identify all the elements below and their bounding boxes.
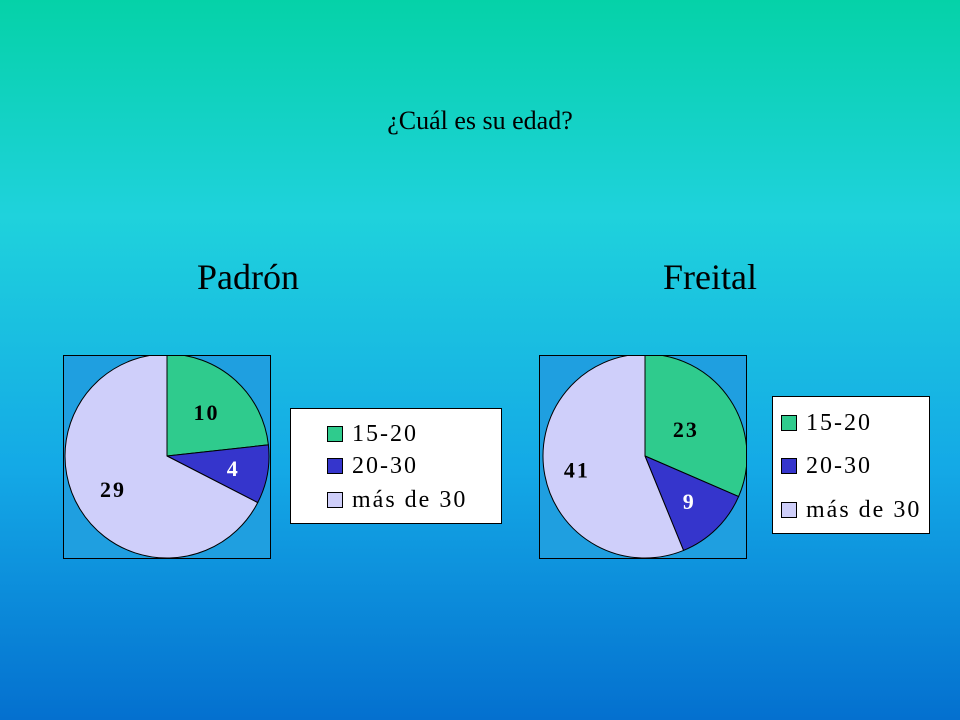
- pie-slice-20-30: [644, 455, 740, 552]
- legend-label: 15-20: [806, 409, 872, 436]
- pie-chart-freital: 23 9 41: [539, 355, 747, 559]
- legend-swatch-mas-de-30: [781, 502, 797, 518]
- legend-swatch-15-20: [781, 415, 797, 431]
- chart-title-padron: Padrón: [197, 257, 299, 297]
- legend-padron: 15-20 20-30 más de 30: [290, 408, 502, 524]
- legend-swatch-15-20: [327, 426, 343, 442]
- chart-title-freital: Freital: [663, 257, 757, 297]
- page-title: ¿Cuál es su edad?: [387, 106, 573, 135]
- legend-item-mas-de-30: más de 30: [781, 495, 921, 525]
- legend-swatch-20-30: [327, 458, 343, 474]
- pie-slice-más-de-30: [64, 356, 259, 558]
- legend-label: 15-20: [352, 420, 418, 447]
- legend-swatch-mas-de-30: [327, 492, 343, 508]
- legend-item-20-30: 20-30: [781, 451, 872, 481]
- legend-label: 20-30: [806, 452, 872, 479]
- legend-item-15-20: 15-20: [781, 408, 872, 438]
- legend-freital: 15-20 20-30 más de 30: [772, 396, 930, 534]
- legend-swatch-20-30: [781, 458, 797, 474]
- legend-label: 20-30: [352, 452, 418, 479]
- pie-slice-más-de-30: [542, 356, 685, 558]
- pie-data-label: 9: [683, 489, 696, 514]
- pie-data-label: 10: [193, 400, 219, 425]
- pie-chart-padron: 10 4 29: [63, 355, 271, 559]
- pie-data-label: 23: [673, 417, 699, 442]
- legend-label: más de 30: [806, 496, 922, 523]
- legend-label: más de 30: [352, 486, 468, 513]
- legend-item-mas-de-30: más de 30: [327, 485, 467, 515]
- pie-slice-15-20: [166, 356, 269, 457]
- pie-data-label: 29: [100, 477, 126, 502]
- legend-item-15-20: 15-20: [327, 419, 418, 449]
- legend-item-20-30: 20-30: [327, 451, 418, 481]
- pie-svg-freital: 23 9 41: [542, 356, 746, 558]
- pie-svg-padron: 10 4 29: [64, 356, 270, 558]
- pie-data-label: 4: [227, 456, 240, 481]
- pie-data-label: 41: [564, 457, 590, 482]
- pie-slice-15-20: [644, 356, 746, 498]
